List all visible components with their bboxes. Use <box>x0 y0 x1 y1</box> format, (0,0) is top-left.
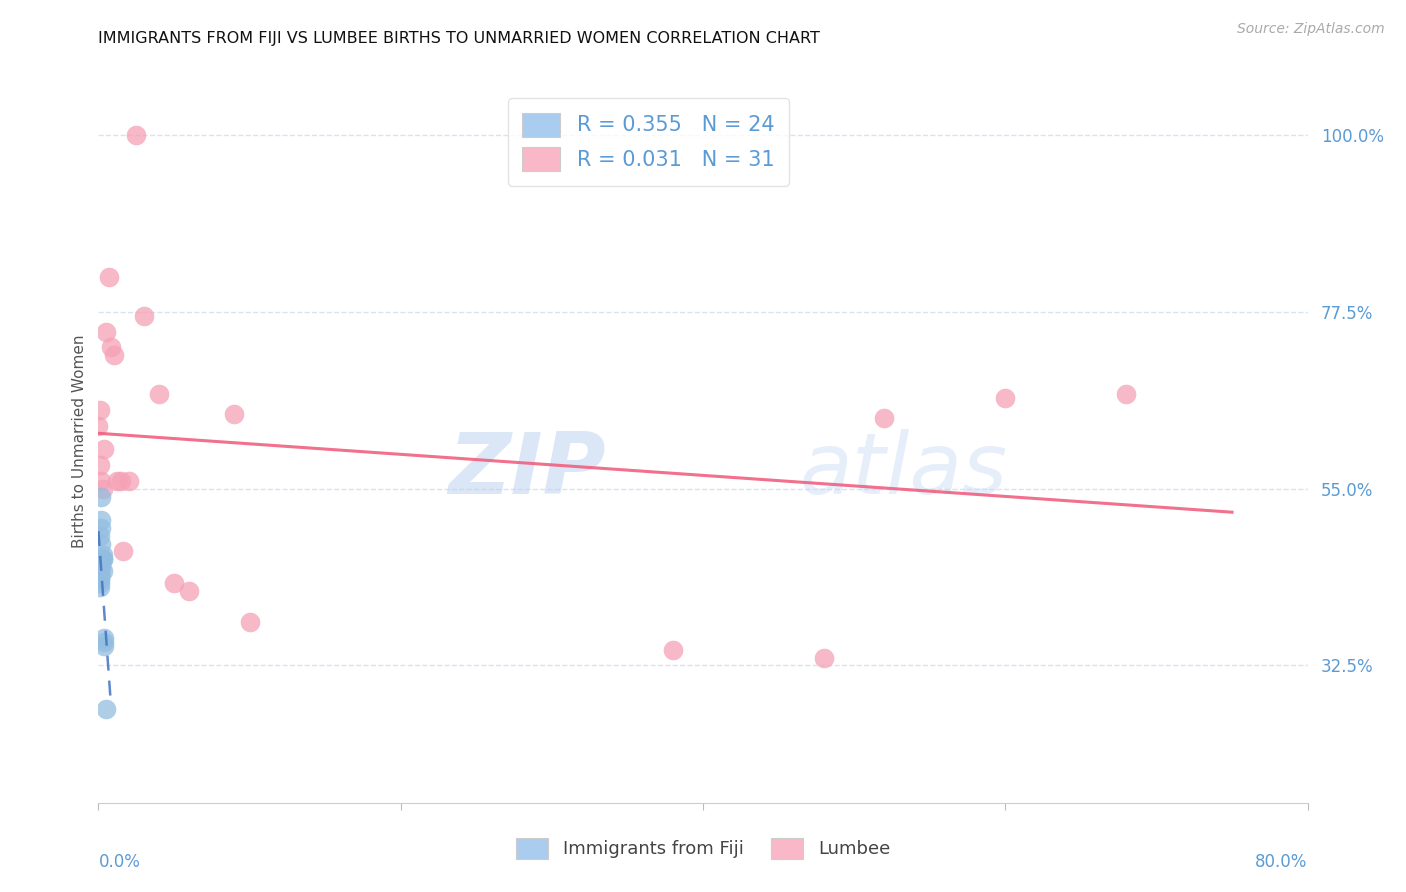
Point <box>89 580 111 594</box>
Point <box>873 411 896 425</box>
Point <box>179 583 201 598</box>
Point <box>91 549 114 563</box>
Point <box>90 560 112 574</box>
Point <box>110 474 132 488</box>
Point <box>91 482 114 496</box>
Point <box>132 309 155 323</box>
Point <box>87 418 110 433</box>
Point <box>89 572 111 586</box>
Point <box>90 536 112 550</box>
Point <box>90 552 112 566</box>
Point <box>90 474 112 488</box>
Text: atlas: atlas <box>800 429 1008 512</box>
Point <box>93 631 115 645</box>
Point <box>100 340 122 354</box>
Point <box>94 325 117 339</box>
Point <box>148 387 170 401</box>
Text: IMMIGRANTS FROM FIJI VS LUMBEE BIRTHS TO UNMARRIED WOMEN CORRELATION CHART: IMMIGRANTS FROM FIJI VS LUMBEE BIRTHS TO… <box>98 31 820 46</box>
Point <box>105 474 128 488</box>
Point <box>224 407 246 421</box>
Point <box>994 392 1017 406</box>
Point <box>89 403 111 417</box>
Text: 80.0%: 80.0% <box>1256 854 1308 871</box>
Point <box>239 615 262 630</box>
Point <box>89 568 111 582</box>
Point <box>90 490 112 504</box>
Point <box>89 572 111 586</box>
Point <box>118 474 141 488</box>
Point <box>98 269 121 284</box>
Point <box>89 529 111 543</box>
Point <box>91 552 114 566</box>
Point <box>111 544 134 558</box>
Point <box>93 442 115 457</box>
Point <box>93 639 115 653</box>
Point <box>89 564 111 578</box>
Point <box>125 128 148 143</box>
Point <box>90 556 112 570</box>
Point <box>89 568 111 582</box>
Point <box>813 650 835 665</box>
Point <box>93 635 115 649</box>
Point <box>90 513 112 527</box>
Point <box>94 701 117 715</box>
Point <box>91 552 114 566</box>
Point <box>661 642 683 657</box>
Point <box>89 458 111 472</box>
Point <box>90 521 112 535</box>
Point <box>87 564 110 578</box>
Y-axis label: Births to Unmarried Women: Births to Unmarried Women <box>72 334 87 549</box>
Point <box>89 575 111 590</box>
Text: ZIP: ZIP <box>449 429 606 512</box>
Point <box>1115 387 1137 401</box>
Text: Source: ZipAtlas.com: Source: ZipAtlas.com <box>1237 22 1385 37</box>
Legend: Immigrants from Fiji, Lumbee: Immigrants from Fiji, Lumbee <box>509 830 897 866</box>
Text: 0.0%: 0.0% <box>98 854 141 871</box>
Point <box>163 575 186 590</box>
Point <box>91 564 114 578</box>
Point <box>103 348 125 362</box>
